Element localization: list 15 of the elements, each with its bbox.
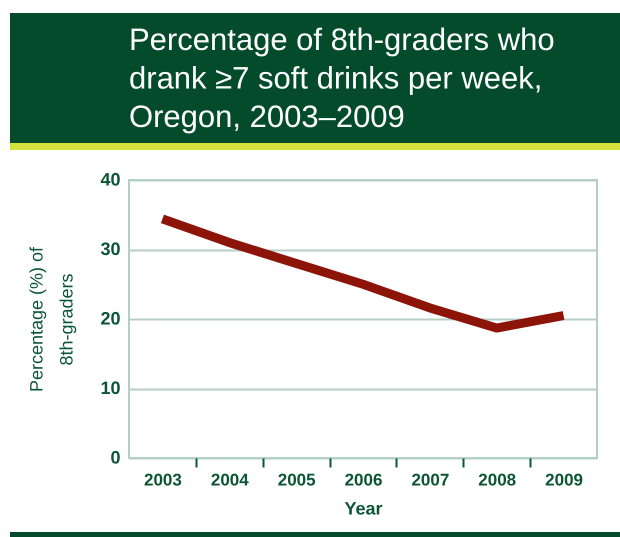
- x-tick-label: 2003: [144, 470, 182, 490]
- y-axis-title: Percentage (%) of 8th-graders: [26, 246, 76, 392]
- x-tick-label: 2008: [478, 470, 516, 490]
- x-tick-label: 2009: [545, 470, 583, 490]
- x-tick-label: 2007: [411, 470, 450, 490]
- y-tick-label: 20: [100, 308, 120, 328]
- y-tick-label: 30: [100, 239, 120, 259]
- y-tick-label: 40: [100, 170, 120, 190]
- x-tick-label: 2005: [278, 470, 316, 490]
- x-tick-label: 2006: [344, 470, 382, 490]
- y-tick-label: 10: [100, 378, 120, 398]
- y-tick-label: 0: [110, 448, 120, 468]
- x-axis-title: Year: [344, 498, 383, 518]
- x-tick-label: 2004: [210, 470, 250, 490]
- chart-title: Percentage of 8th-graders who drank ≥7 soft drinks per week, Oregon, 2003–2009: [129, 22, 555, 134]
